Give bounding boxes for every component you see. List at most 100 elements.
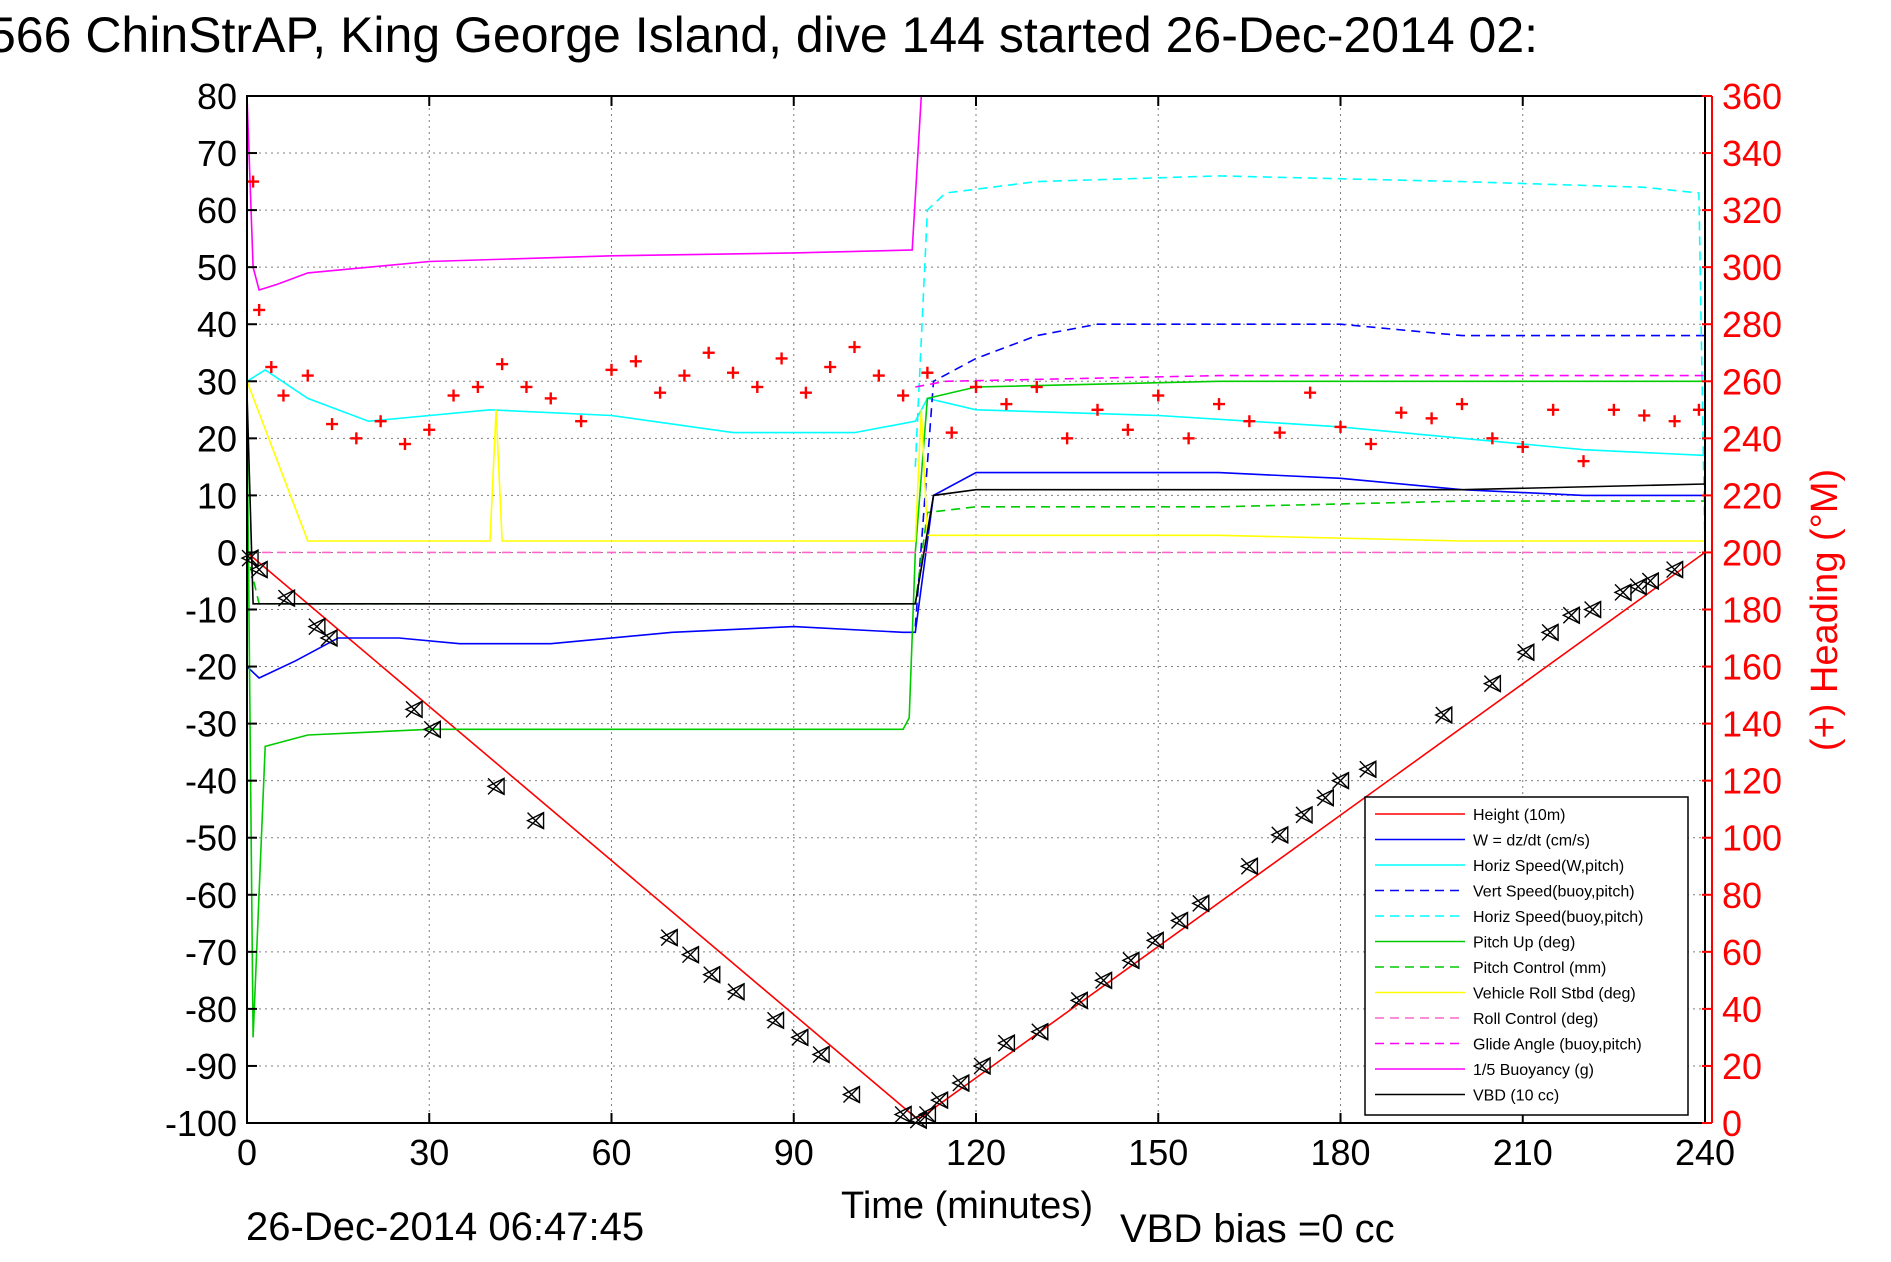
height-sample-triangle (1482, 674, 1502, 693)
heading-point (1456, 398, 1468, 411)
height-sample-marker (486, 777, 505, 796)
heading-point (751, 380, 764, 393)
series-line-w-dz-dt-cm-s- (246, 471, 1705, 679)
height-sample-x2 (308, 618, 326, 636)
heading-point (575, 415, 588, 428)
height-sample-marker (893, 1105, 912, 1124)
height-sample-x2 (1271, 826, 1289, 844)
heading-point (1516, 440, 1529, 453)
height-sample-triangle (929, 1091, 949, 1110)
heading-point (1304, 386, 1317, 399)
x-axis-label: Time (minutes) (841, 1185, 1093, 1227)
heading-point (496, 358, 509, 371)
y2-tick-label: 160 (1722, 647, 1782, 688)
height-sample-triangle (972, 1056, 991, 1076)
legend-entry: Roll Control (deg) (1473, 1011, 1598, 1028)
x-tick-label: 150 (1128, 1132, 1188, 1173)
legend-entry: Horiz Speed(buoy,pitch) (1473, 909, 1643, 926)
height-sample-x2 (1584, 601, 1602, 618)
height-sample-triangle (1239, 857, 1259, 876)
height-sample-triangle (659, 928, 678, 947)
height-sample-x2 (1122, 951, 1140, 969)
height-sample-triangle (1561, 606, 1581, 625)
series-line-1-5-buoyancy-g- (246, 95, 923, 292)
height-sample-x2 (931, 1091, 949, 1109)
heading-point (1364, 438, 1377, 451)
height-sample-marker (1665, 560, 1684, 579)
height-sample-triangle (811, 1045, 830, 1064)
height-sample-x2 (1483, 675, 1501, 693)
height-sample-triangle (1628, 577, 1647, 596)
height-sample-marker (1121, 951, 1140, 970)
height-sample-triangle (1191, 894, 1210, 913)
height-sample-marker (680, 945, 700, 964)
height-sample-x2 (660, 929, 678, 947)
y2-tick-label: 140 (1722, 704, 1782, 745)
y-tick-label: 40 (197, 304, 237, 345)
height-sample-marker (1613, 583, 1632, 602)
height-sample-x2 (423, 720, 441, 738)
heading-point (1638, 409, 1651, 422)
y-tick-label: 30 (197, 361, 237, 402)
height-sample-x2 (1031, 1023, 1049, 1041)
series-line-height-10m- (246, 551, 1706, 1119)
height-sample-marker (404, 700, 423, 719)
height-sample-x2 (767, 1011, 785, 1029)
series-line-horiz-speed-w-pitch- (246, 368, 1706, 457)
height-sample-marker (1330, 771, 1350, 790)
height-sample-marker (422, 720, 441, 739)
height-sample-marker (276, 588, 296, 608)
height-sample-marker (1315, 788, 1335, 807)
height-sample-marker (1583, 600, 1602, 619)
heading-point (350, 432, 363, 445)
height-sample-triangle (276, 588, 296, 608)
legend-entry: Vehicle Roll Stbd (deg) (1473, 986, 1636, 1003)
height-sample-triangle (680, 945, 700, 964)
heading-point (301, 369, 314, 382)
y-tick-label: -60 (185, 875, 237, 916)
legend-entry: VBD (10 cc) (1473, 1088, 1559, 1105)
series-line-vert-speed-buoy-pitch- (914, 323, 1705, 627)
heading-point (945, 426, 958, 439)
height-sample-triangle (404, 700, 423, 719)
height-sample-x2 (1666, 561, 1684, 579)
height-sample-triangle (1270, 825, 1289, 845)
series-line-glide-angle-buoy-pitch- (915, 374, 1705, 388)
height-sample-triangle (1145, 931, 1164, 950)
x-tick-label: 120 (946, 1132, 1006, 1173)
legend-entry: Pitch Up (deg) (1473, 935, 1575, 952)
y-tick-label: 50 (197, 247, 237, 288)
heading-point (629, 355, 642, 368)
height-sample-triangle (422, 720, 441, 739)
legend-entry: W = dz/dt (cm/s) (1473, 833, 1590, 850)
y-tick-label: -50 (185, 818, 237, 859)
height-sample-x2 (1541, 623, 1559, 641)
height-sample-triangle (249, 560, 268, 579)
heading-point (1425, 412, 1438, 425)
heading-point (247, 175, 260, 188)
height-sample-marker (1561, 606, 1581, 625)
heading-point (1000, 398, 1013, 411)
height-sample-marker (951, 1073, 970, 1093)
height-sample-marker (1145, 931, 1164, 950)
vbd-bias-note: VBD bias =0 cc (1120, 1207, 1395, 1251)
y2-tick-label: 260 (1722, 361, 1782, 402)
heading-point (897, 389, 910, 402)
height-sample-marker (790, 1028, 809, 1047)
height-sample-x2 (277, 589, 295, 607)
height-sample-marker (1358, 760, 1377, 779)
height-sample-marker (1294, 805, 1313, 825)
height-sample-marker (811, 1045, 830, 1064)
heading-point (1030, 380, 1043, 393)
y-tick-label: -40 (185, 761, 237, 802)
heading-point (970, 380, 982, 393)
y-tick-label: -30 (185, 704, 237, 745)
heading-point (727, 366, 739, 379)
y2-tick-label: 320 (1722, 190, 1782, 231)
y-tick-label: 20 (197, 418, 237, 459)
height-sample-x2 (952, 1074, 970, 1092)
y-tick-label: 70 (197, 133, 237, 174)
legend-entry: Horiz Speed(W,pitch) (1473, 858, 1624, 875)
height-sample-x2 (703, 966, 721, 984)
